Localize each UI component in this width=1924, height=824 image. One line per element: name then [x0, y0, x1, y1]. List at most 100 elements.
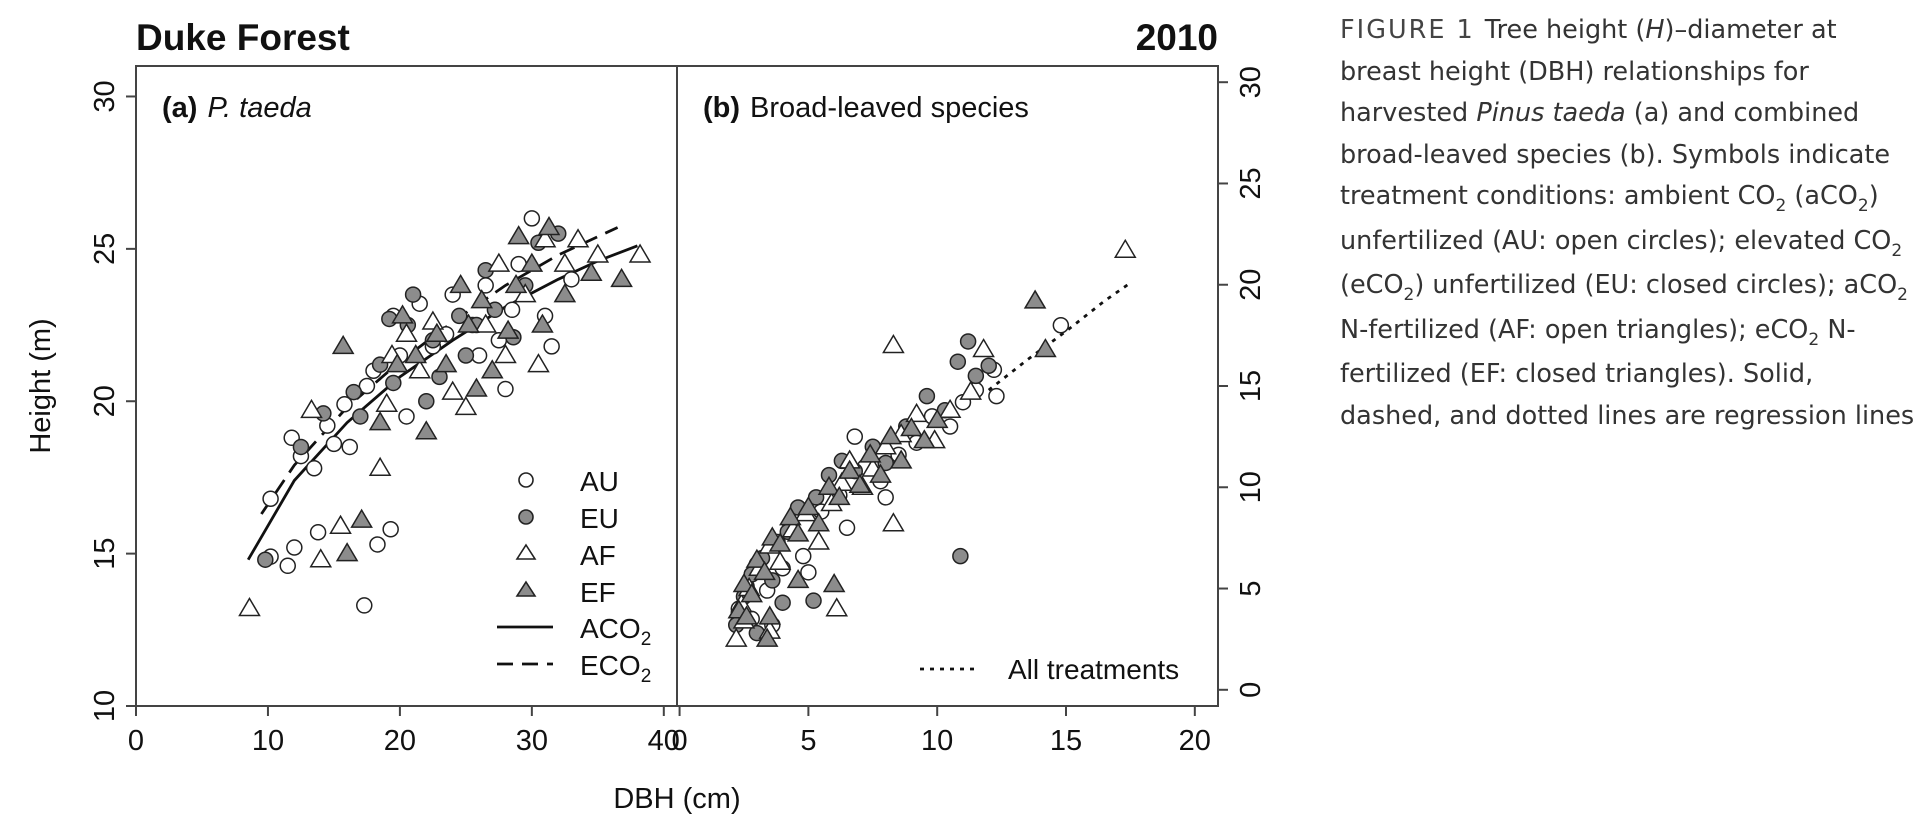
x-tick-label-b: 15: [1050, 725, 1082, 757]
legend-aco2-sub: 2: [641, 629, 652, 650]
point-eu-a: [451, 307, 468, 325]
point-au-a: [497, 380, 514, 398]
legend-all-label: All treatments: [1008, 654, 1179, 685]
point-au-a: [356, 597, 373, 614]
point-eu-a: [385, 374, 402, 392]
point-af-a: [474, 313, 497, 333]
point-af-a: [566, 228, 590, 248]
point-au-a: [286, 539, 303, 556]
caption-part: N-fertilized (EF: closed triangles). Sol…: [1340, 314, 1915, 431]
x-tick-label-b: 5: [800, 725, 816, 757]
point-ef-b: [913, 429, 936, 449]
caption-italic: Pinus taeda: [1476, 98, 1626, 128]
point-au-a: [358, 377, 376, 395]
point-ef-a: [350, 508, 373, 528]
point-af-b: [807, 530, 831, 550]
caption-part: (aCO: [1786, 181, 1858, 211]
caption-subscript: 2: [1891, 240, 1903, 261]
data-points: [238, 210, 1137, 647]
legend-ef-label: EF: [580, 577, 616, 608]
point-eu-b: [918, 387, 936, 405]
caption-part: (a) and combined broad-leaved species (b…: [1340, 98, 1891, 211]
point-ef-b: [797, 496, 820, 516]
point-ef-a: [465, 377, 488, 397]
point-ef-a: [553, 283, 577, 303]
point-au-b: [988, 387, 1005, 405]
point-af-b: [825, 597, 849, 617]
point-eu-b: [959, 333, 977, 350]
legend-af-label: AF: [580, 540, 616, 571]
y-tick-label-right: 15: [1235, 370, 1267, 402]
legend-aco2-label: ACO2: [580, 613, 651, 650]
point-af-b: [938, 398, 962, 419]
point-au-a: [369, 536, 386, 553]
point-ef-b: [822, 573, 846, 593]
panel-b-species: Broad-leaved species: [750, 92, 1029, 124]
point-au-a: [305, 460, 323, 477]
caption-part: (eCO: [1340, 270, 1404, 300]
legend-aco2-main: ACO: [580, 613, 641, 644]
point-eu-a: [257, 551, 274, 568]
point-af-a: [309, 548, 333, 568]
caption-subscript: 2: [1403, 285, 1415, 305]
point-ef-b: [925, 408, 949, 429]
caption-part: Tree height (: [1484, 15, 1646, 45]
caption-subscript: 2: [1897, 285, 1908, 305]
point-af-a: [329, 514, 352, 534]
point-af-b: [1113, 238, 1137, 259]
panel-a-title: (a) P. taeda: [162, 92, 312, 124]
y-tick-label-left: 15: [89, 537, 121, 569]
point-eu-b: [805, 592, 822, 609]
point-af-a: [553, 252, 577, 272]
point-ef-b: [900, 417, 923, 437]
legend-eu-label: EU: [580, 503, 619, 534]
point-eu-b: [774, 594, 791, 611]
point-au-a: [543, 338, 560, 355]
legend-eu-marker: [518, 509, 534, 525]
point-ef-b: [786, 568, 810, 589]
point-ef-a: [434, 353, 458, 373]
point-af-a: [300, 398, 323, 419]
point-eu-b: [949, 353, 967, 370]
point-ef-a: [610, 267, 633, 288]
point-af-a: [454, 395, 478, 416]
point-ef-b: [838, 459, 861, 479]
point-ef-a: [391, 304, 414, 324]
point-af-a: [238, 596, 261, 617]
y-tick-label-left: 20: [89, 385, 121, 417]
point-af-a: [494, 344, 517, 364]
point-ef-b: [779, 506, 802, 526]
x-axis-label: DBH (cm): [613, 783, 740, 815]
point-af-b: [768, 550, 792, 570]
point-eu-b: [967, 367, 985, 385]
legend-eco2-main: ECO: [580, 650, 641, 681]
point-au-b: [1052, 316, 1070, 334]
point-eu-b: [980, 357, 997, 374]
point-af-b: [972, 338, 995, 358]
x-tick-label-a: 0: [128, 725, 144, 757]
point-eu-a: [345, 383, 362, 401]
point-ef-a: [414, 420, 438, 440]
point-au-a: [398, 408, 415, 425]
point-au-b: [838, 519, 856, 537]
point-au-a: [309, 524, 327, 541]
regression-line-dotted: [987, 283, 1129, 392]
figure-title: Duke Forest: [136, 17, 350, 58]
legend-ef-marker: [515, 580, 537, 597]
point-eu-a: [418, 392, 435, 410]
x-tick-label-b: 20: [1179, 725, 1211, 757]
panel-a-species: P. taeda: [207, 92, 311, 124]
caption-part: ) unfertilized (EU: closed circles); aCO: [1414, 270, 1898, 300]
x-tick-label-a: 30: [516, 725, 548, 757]
point-ef-a: [449, 273, 472, 294]
point-au-b: [846, 428, 864, 445]
point-af-a: [586, 243, 610, 263]
point-ef-b: [869, 463, 892, 483]
point-ef-a: [335, 542, 359, 562]
point-eu-b: [952, 547, 969, 565]
point-af-a: [375, 392, 399, 413]
point-af-a: [368, 456, 392, 477]
point-af-b: [874, 435, 897, 455]
point-au-a: [523, 210, 541, 227]
